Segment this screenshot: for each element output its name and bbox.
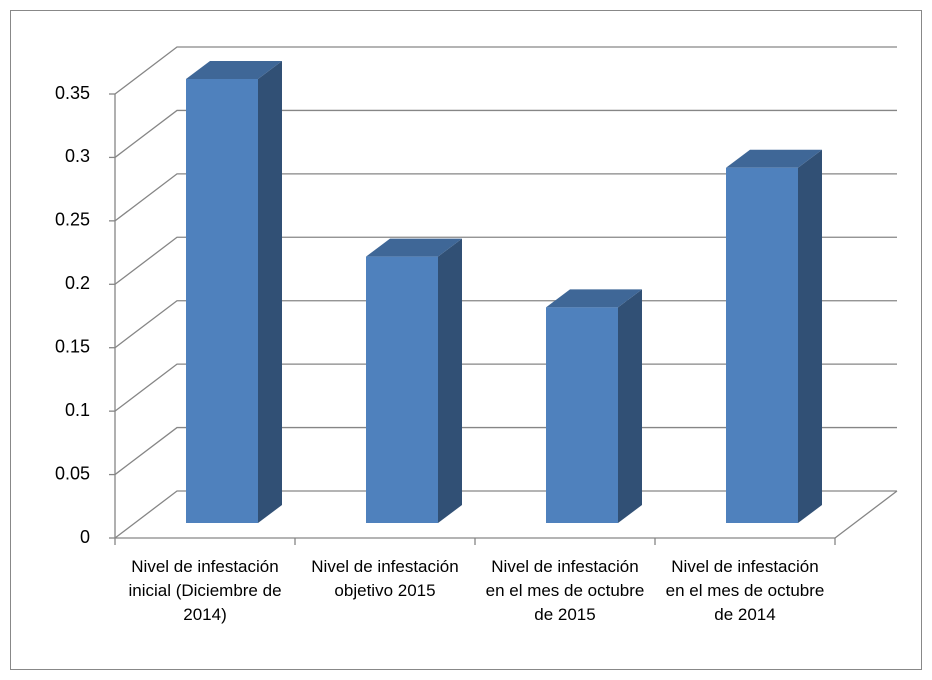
x-tick-label: Nivel de infestación objetivo 2015 <box>311 557 459 600</box>
bar-top <box>186 61 282 79</box>
x-tick-label: Nivel de infestación en el mes de octubr… <box>485 557 645 624</box>
x-tick-label: Nivel de infestación en el mes de octubr… <box>665 557 825 624</box>
y-tick-label: 0.35 <box>55 83 90 103</box>
grid-line <box>114 109 897 158</box>
grid-line <box>114 426 897 476</box>
bar <box>726 149 822 524</box>
y-tick-label: 0 <box>80 527 90 547</box>
y-tick-label: 0.3 <box>65 146 90 166</box>
grid-line <box>114 300 897 349</box>
bar <box>546 289 642 523</box>
y-tick-label: 0.25 <box>55 210 90 230</box>
bar <box>186 61 282 523</box>
grid-line <box>114 236 897 285</box>
bar-top <box>726 149 822 168</box>
y-tick-label: 0.1 <box>65 400 90 420</box>
y-tick-label: 0.15 <box>55 336 90 356</box>
x-tick-label: Nivel de infestación inicial (Diciembre … <box>128 557 282 624</box>
bar-front <box>726 167 798 524</box>
bar-top <box>546 289 642 308</box>
bar-side <box>618 289 642 523</box>
bar-side <box>438 238 462 523</box>
bar-side <box>798 149 822 524</box>
grid-line <box>114 490 897 539</box>
y-tick-label: 0.2 <box>65 273 90 293</box>
y-tick-label: 0.05 <box>55 463 90 483</box>
grid-line <box>114 363 897 412</box>
grid-line <box>114 173 897 222</box>
bar-front <box>546 307 618 523</box>
bar-front <box>186 79 258 523</box>
bar-side <box>258 61 282 523</box>
bar-top <box>366 238 462 257</box>
bar <box>366 238 462 523</box>
grid-line <box>114 46 897 95</box>
bar-front <box>366 256 438 523</box>
